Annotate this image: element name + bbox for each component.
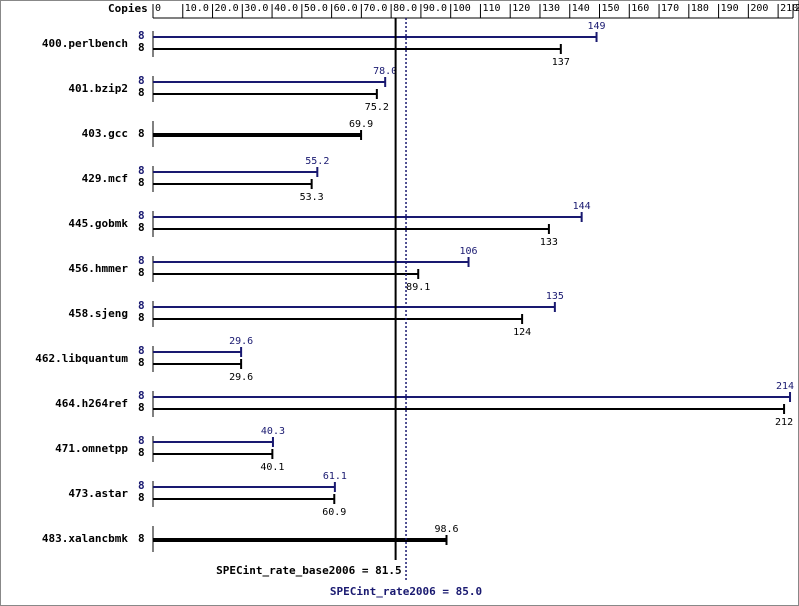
x-tick-label: 160 xyxy=(631,3,649,14)
x-tick-label: 0 xyxy=(155,3,161,14)
category-label: 483.xalancbmk xyxy=(42,532,128,545)
value-label: 55.2 xyxy=(305,156,329,167)
copies-label: 8 xyxy=(138,254,145,267)
x-tick-label: 200 xyxy=(750,3,768,14)
value-label: 78.0 xyxy=(373,66,397,77)
copies-label: 8 xyxy=(138,176,145,189)
copies-label: 8 xyxy=(138,356,145,369)
copies-label: 8 xyxy=(138,299,145,312)
copies-label: 8 xyxy=(138,344,145,357)
value-label: 40.3 xyxy=(261,426,285,437)
x-tick-label: 70.0 xyxy=(363,3,387,14)
value-label: 89.1 xyxy=(406,282,430,293)
x-tick-label: 100 xyxy=(453,3,471,14)
category-label: 456.hmmer xyxy=(68,262,128,275)
copies-label: 8 xyxy=(138,266,145,279)
x-tick-label: 50.0 xyxy=(304,3,328,14)
value-label: 29.6 xyxy=(229,336,253,347)
copies-label: 8 xyxy=(138,401,145,414)
x-tick-label: 30.0 xyxy=(244,3,268,14)
x-tick-label: 10.0 xyxy=(185,3,209,14)
copies-label: 8 xyxy=(138,29,145,42)
value-label: 135 xyxy=(546,291,564,302)
copies-label: 8 xyxy=(138,221,145,234)
value-label: 149 xyxy=(588,21,606,32)
copies-label: 8 xyxy=(138,532,145,545)
x-tick-label: 190 xyxy=(721,3,739,14)
x-tick-label: 170 xyxy=(661,3,679,14)
x-tick-label: 150 xyxy=(602,3,620,14)
x-tick-label: 120 xyxy=(512,3,530,14)
copies-label: 8 xyxy=(138,127,145,140)
value-label: 60.9 xyxy=(322,507,346,518)
value-label: 144 xyxy=(573,201,591,212)
copies-label: 8 xyxy=(138,74,145,87)
category-label: 403.gcc xyxy=(82,127,128,140)
value-label: 53.3 xyxy=(300,192,324,203)
value-label: 124 xyxy=(513,327,531,338)
x-tick-label: 215 xyxy=(795,3,799,14)
value-label: 40.1 xyxy=(260,462,284,473)
value-label: 137 xyxy=(552,57,570,68)
copies-label: 8 xyxy=(138,434,145,447)
copies-label: 8 xyxy=(138,389,145,402)
reference-label: SPECint_rate_base2006 = 81.5 xyxy=(216,564,401,577)
value-label: 61.1 xyxy=(323,471,347,482)
value-label: 106 xyxy=(460,246,478,257)
value-label: 69.9 xyxy=(349,119,373,130)
x-tick-label: 60.0 xyxy=(334,3,358,14)
value-label: 214 xyxy=(776,381,794,392)
x-tick-label: 40.0 xyxy=(274,3,298,14)
x-tick-label: 140 xyxy=(572,3,590,14)
reference-label: SPECint_rate2006 = 85.0 xyxy=(330,585,482,598)
x-tick-label: 20.0 xyxy=(215,3,239,14)
copies-label: 8 xyxy=(138,86,145,99)
x-tick-label: 210 xyxy=(780,3,798,14)
copies-label: 8 xyxy=(138,479,145,492)
value-label: 98.6 xyxy=(434,524,458,535)
copies-label: 8 xyxy=(138,164,145,177)
category-label: 458.sjeng xyxy=(68,307,128,320)
value-label: 212 xyxy=(775,417,793,428)
category-label: 400.perlbench xyxy=(42,37,128,50)
category-label: 462.libquantum xyxy=(35,352,128,365)
category-label: 445.gobmk xyxy=(68,217,128,230)
copies-label: 8 xyxy=(138,41,145,54)
x-tick-label: 90.0 xyxy=(423,3,447,14)
category-label: 429.mcf xyxy=(82,172,128,185)
x-tick-label: 180 xyxy=(691,3,709,14)
copies-label: 8 xyxy=(138,491,145,504)
category-label: 401.bzip2 xyxy=(68,82,128,95)
value-label: 133 xyxy=(540,237,558,248)
category-label: 471.omnetpp xyxy=(55,442,128,455)
category-label: 473.astar xyxy=(68,487,128,500)
axis-label: Copies xyxy=(108,2,148,15)
value-label: 75.2 xyxy=(365,102,389,113)
value-label: 29.6 xyxy=(229,372,253,383)
x-tick-label: 110 xyxy=(482,3,500,14)
copies-label: 8 xyxy=(138,209,145,222)
category-label: 464.h264ref xyxy=(55,397,128,410)
copies-label: 8 xyxy=(138,446,145,459)
copies-label: 8 xyxy=(138,311,145,324)
x-tick-label: 80.0 xyxy=(393,3,417,14)
x-tick-label: 130 xyxy=(542,3,560,14)
